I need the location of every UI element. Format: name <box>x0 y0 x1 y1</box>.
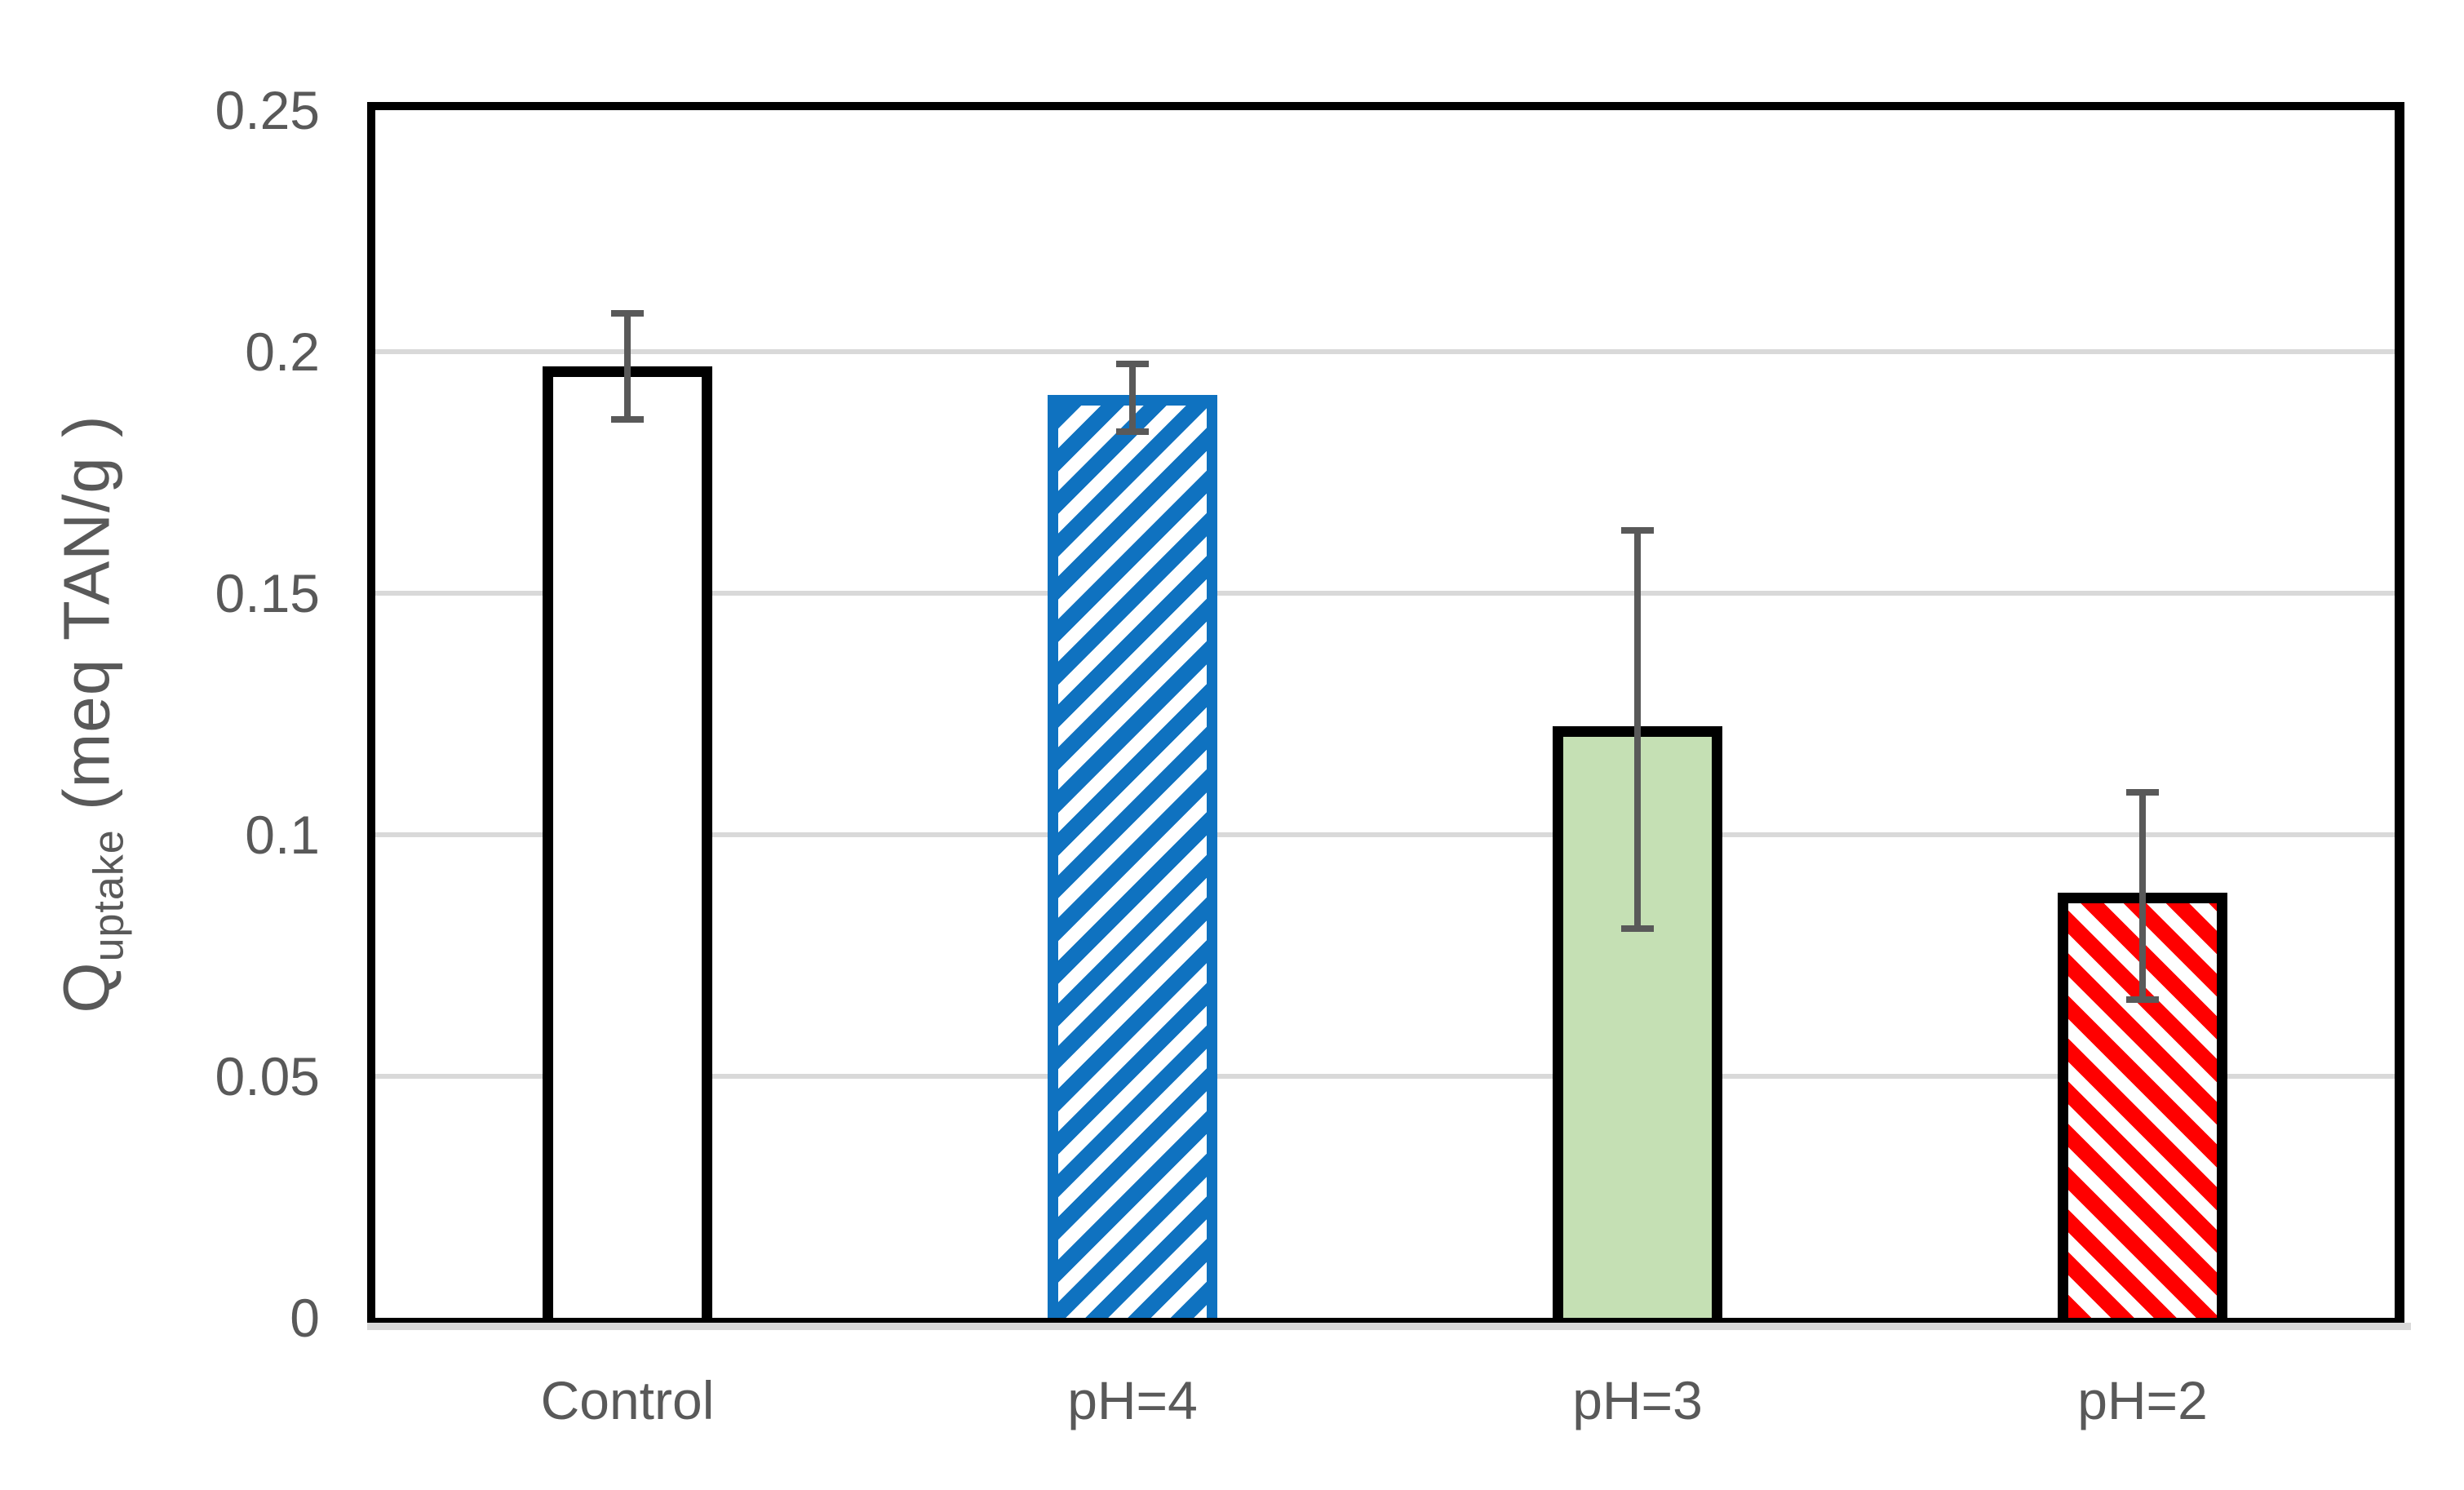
error-bar-bottom-cap-ph-4 <box>1116 428 1149 435</box>
y-axis-title-main: Q <box>50 961 123 1013</box>
error-bar-bottom-cap-control <box>611 416 644 423</box>
y-tick-label-0.05: 0.05 <box>215 1046 320 1106</box>
bar-control <box>543 366 712 1318</box>
error-bar-bottom-cap-ph-3 <box>1621 925 1654 932</box>
x-tick-label-ph-3: pH=3 <box>1572 1370 1703 1430</box>
gridline-y-0.15 <box>375 591 2395 596</box>
bar-ph-4 <box>1048 395 1217 1318</box>
error-bar-top-cap-ph-3 <box>1621 527 1654 534</box>
error-bar-bottom-cap-ph-2 <box>2126 996 2159 1003</box>
error-bar-line-ph-3 <box>1634 530 1641 929</box>
y-tick-label-0.15: 0.15 <box>215 563 320 623</box>
y-tick-label-0.25: 0.25 <box>215 80 320 140</box>
gridline-y-0.2 <box>375 349 2395 354</box>
y-tick-label-0.1: 0.1 <box>245 805 320 865</box>
y-tick-label-0: 0 <box>290 1288 320 1348</box>
error-bar-line-ph-4 <box>1129 364 1136 432</box>
x-tick-label-control: Control <box>540 1370 715 1430</box>
x-axis-line <box>367 1323 2411 1330</box>
gridline-y-0.05 <box>375 1074 2395 1079</box>
plot-inner-area <box>375 110 2395 1318</box>
error-bar-top-cap-ph-2 <box>2126 789 2159 796</box>
error-bar-line-ph-2 <box>2139 792 2146 1000</box>
error-bar-line-control <box>624 313 631 419</box>
error-bar-top-cap-ph-4 <box>1116 361 1149 367</box>
x-tick-label-ph-4: pH=4 <box>1067 1370 1198 1430</box>
y-tick-label-0.2: 0.2 <box>245 322 320 382</box>
plot-area <box>367 102 2404 1323</box>
gridline-y-0.1 <box>375 832 2395 837</box>
y-axis-title: Quptake (meq TAN/g ) <box>50 415 134 1013</box>
x-tick-label-ph-2: pH=2 <box>2077 1370 2208 1430</box>
error-bar-top-cap-control <box>611 310 644 317</box>
